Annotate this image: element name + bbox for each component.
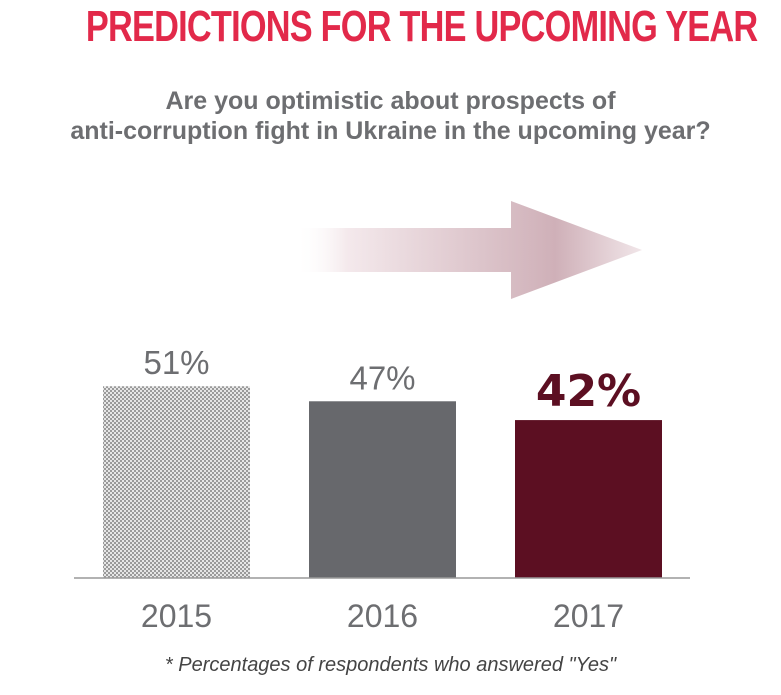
chart-title: PREDICTIONS FOR THE UPCOMING YEAR — [85, 2, 758, 51]
bar-chart: 51% 2015 47% 2016 42% 2017 — [74, 201, 690, 634]
question-line-1: Are you optimistic about prospects of — [165, 87, 616, 115]
question-line-2: anti-corruption fight in Ukraine in the … — [70, 117, 711, 145]
category-label-2016: 2016 — [347, 598, 418, 634]
value-label-2016: 47% — [349, 359, 415, 396]
value-label-2015: 51% — [143, 344, 209, 381]
category-label-2017: 2017 — [553, 598, 624, 634]
bars: 51% 2015 47% 2016 42% 2017 — [103, 344, 662, 634]
chart-question: Are you optimistic about prospects of an… — [0, 86, 781, 146]
footnote: * Percentages of respondents who answere… — [164, 654, 617, 676]
value-label-2017: 42% — [536, 366, 641, 417]
bar-2017 — [515, 420, 662, 578]
bar-2016 — [309, 401, 456, 578]
trend-arrow — [295, 201, 642, 299]
bar-2015 — [103, 386, 250, 578]
category-label-2015: 2015 — [141, 598, 212, 634]
